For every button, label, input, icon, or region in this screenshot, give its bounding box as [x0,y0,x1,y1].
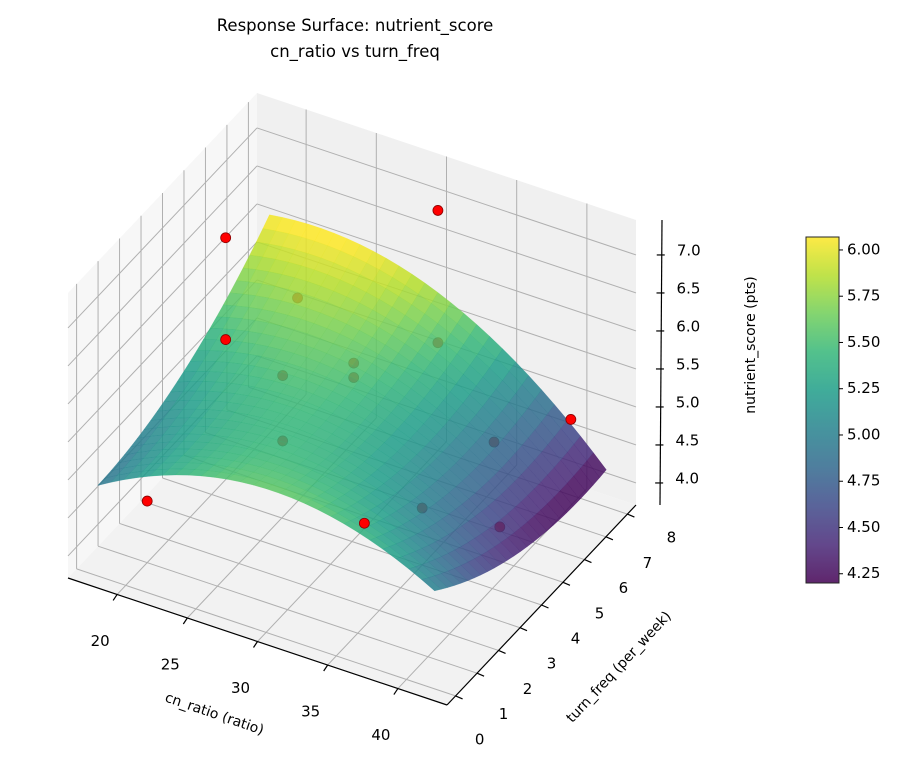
chart-subtitle: cn_ratio vs turn_freq [270,42,440,62]
y-tick-label: 1 [499,705,509,723]
colorbar-tick-label: 4.75 [847,472,880,490]
data-point [432,205,444,216]
y-tick-mark [584,558,592,564]
z-tick-label: 6.5 [677,279,701,297]
x-tick-label: 25 [161,655,180,673]
y-tick-mark [605,536,614,541]
x-axis-label: cn_ratio (ratio) [163,690,266,739]
floor-gridline [119,522,499,651]
x-tick-mark [323,664,329,672]
data-point [220,232,232,244]
colorbar-tick-label: 5.50 [847,333,880,351]
z-tick-label: 5.0 [676,393,700,411]
back-gridline [256,165,637,294]
y-tick-mark [562,581,571,586]
z-tick-label: 4.5 [675,431,699,449]
surface-facet [421,577,442,592]
colorbar-tick-label: 4.50 [847,518,880,536]
x-tick-mark [393,688,399,695]
z-tick-label: 4.0 [675,469,699,487]
z-axis-line [659,219,663,506]
y-tick-label: 5 [595,604,605,622]
left-gridline [67,165,258,367]
y-tick-label: 4 [571,630,581,648]
x-tick-mark [253,641,258,648]
x-tick-label: 20 [91,632,110,650]
plot-scene [97,205,607,592]
data-point [220,334,232,345]
floor-gridline [97,545,478,674]
z-tick-label: 7.0 [677,241,701,259]
back-gridline [256,127,637,256]
colorbar-tick-label: 5.25 [847,379,880,397]
y-tick-label: 3 [547,655,557,673]
x-tick-mark [182,617,188,625]
z-tick-label: 6.0 [676,317,700,335]
floor-gridline [140,500,521,629]
colorbar-ticks: 4.25 4.50 4.75 5.00 5.25 5.50 5.75 6.00 [839,240,880,582]
y-tick-label: 7 [643,554,653,572]
data-point [358,517,370,529]
y-tick-label: 8 [667,529,677,547]
left-gridline [67,241,258,443]
y-tick-mark [519,627,528,632]
y-tick-mark [541,604,549,609]
data-point [565,414,577,425]
y-tick-mark [498,649,506,655]
y-tick-label: 6 [619,579,629,597]
colorbar-tick-label: 5.75 [847,287,880,305]
x-tick-mark [112,594,118,601]
back-gridline [256,203,637,332]
x-tick-label: 40 [371,726,390,744]
floor-gridline [162,477,542,606]
z-tick-label: 5.5 [676,355,700,373]
y-tick-mark [476,672,485,677]
z-axis-label: nutrient_score (pts) [743,276,759,414]
y-tick-label: 2 [523,680,533,698]
data-point [141,495,153,507]
floor-gridline [76,568,456,697]
colorbar-tick-label: 4.25 [847,564,880,582]
chart-title: Response Surface: nutrient_score [217,16,494,36]
x-tick-label: 35 [301,703,320,721]
colorbar-tick-label: 5.00 [847,425,880,443]
y-tick-label: 0 [475,730,485,748]
colorbar [805,236,840,584]
y-axis-label: turn_freq (per_week) [563,608,674,726]
left-gridline [67,127,258,329]
colorbar-tick-label: 6.00 [847,240,880,258]
y-tick-mark [627,513,635,518]
y-tick-mark [455,695,463,700]
x-tick-label: 30 [231,679,250,697]
